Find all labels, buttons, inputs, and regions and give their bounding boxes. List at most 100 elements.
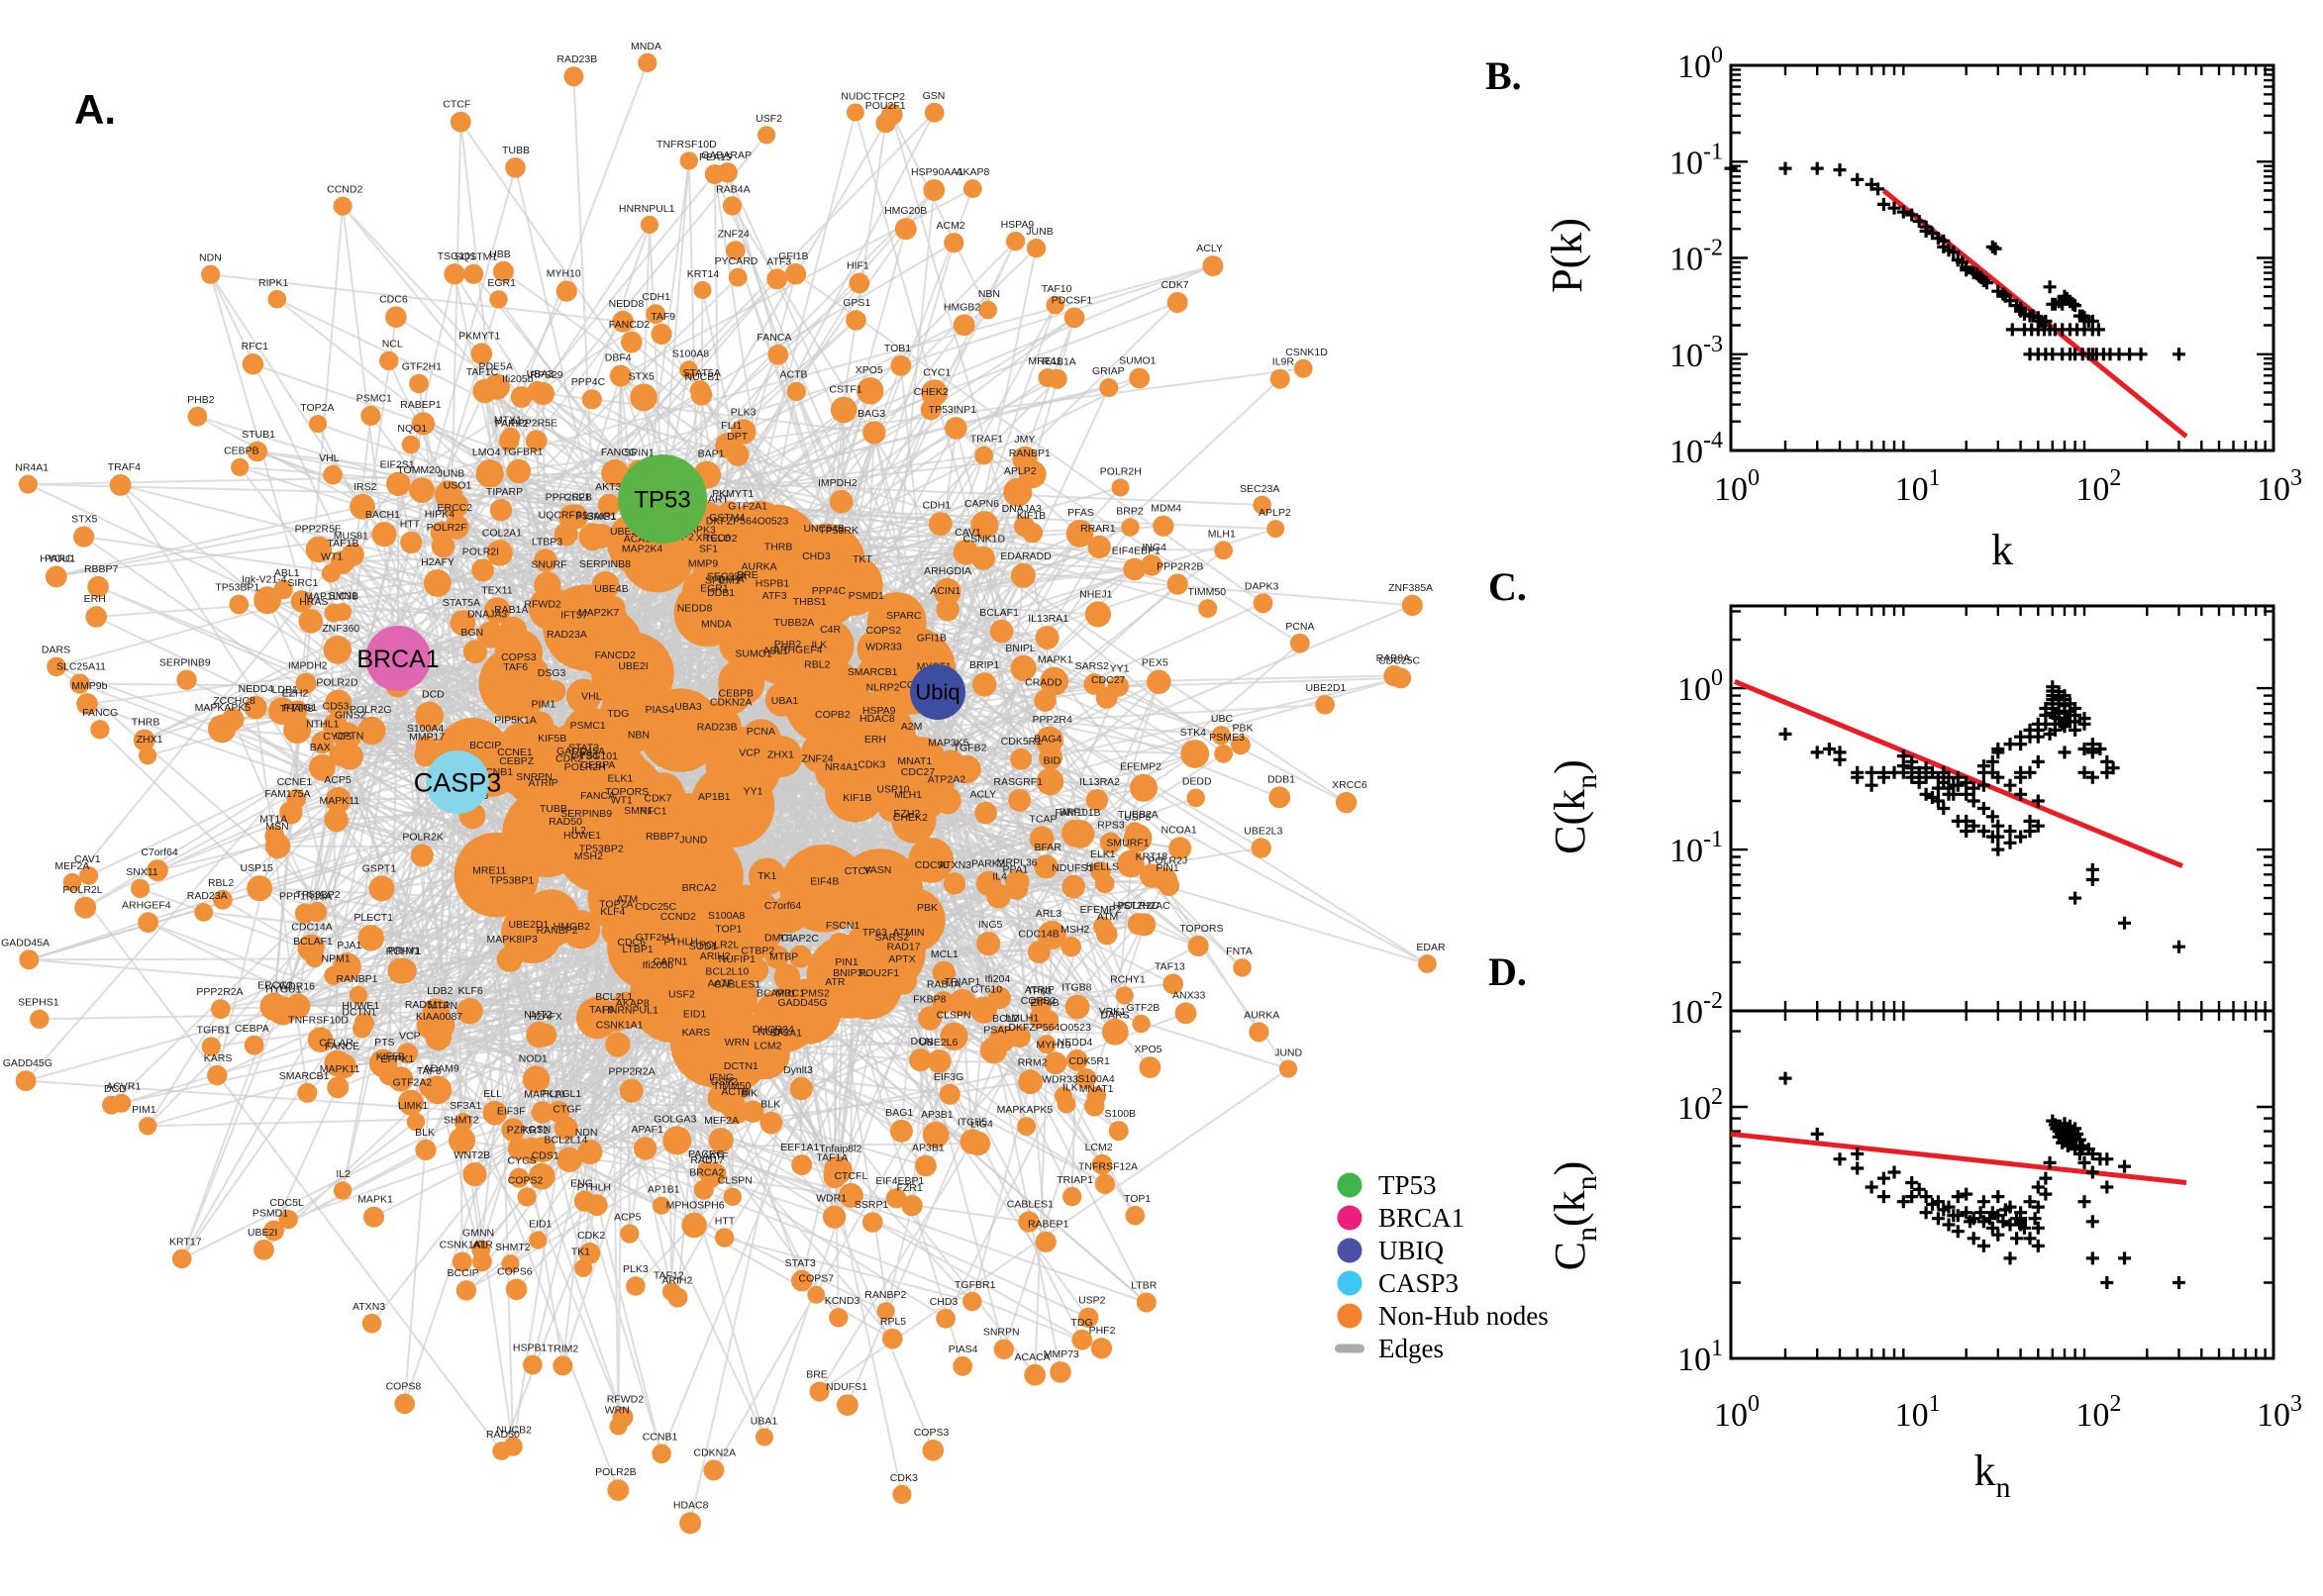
gene-label: UBE2L3	[1244, 825, 1282, 837]
gene-label: NMT2	[524, 1009, 553, 1021]
gene-label: TAF1C	[466, 366, 499, 378]
gene-label: MLH1	[894, 789, 922, 801]
gene-label: RAB1A	[1042, 356, 1075, 368]
gene-label: HYOU1	[40, 553, 75, 565]
gene-label: MSH2	[574, 850, 603, 862]
gene-label: GRIAP	[1092, 365, 1125, 377]
gene-label: MAPK1	[1038, 654, 1073, 666]
gene-label: CHD3	[930, 1296, 959, 1308]
gene-label: MMP9b	[71, 680, 107, 692]
y-tick-label: 10-1	[1669, 139, 1723, 181]
network-node	[1125, 822, 1145, 842]
gene-label: TP53BP1	[489, 875, 534, 887]
network-node	[1034, 854, 1059, 879]
gene-label: MNDA	[631, 41, 661, 52]
network-node	[394, 1393, 416, 1415]
network-node	[534, 1023, 557, 1047]
gene-label: DSG3	[538, 667, 566, 679]
network-node	[556, 280, 577, 302]
gene-label: EIF4B	[810, 875, 839, 887]
gene-label: PHB2	[774, 639, 802, 650]
network-node	[989, 619, 1014, 644]
network-node	[139, 1117, 157, 1136]
network-node	[815, 753, 854, 792]
network-node	[263, 1220, 284, 1242]
gene-label: COPS8	[386, 1381, 422, 1393]
network-node	[229, 594, 250, 615]
network-node	[993, 1339, 1014, 1360]
gene-label: IMPDH2	[818, 477, 858, 489]
network-node	[1040, 666, 1069, 696]
gene-label: EDAR	[1416, 942, 1446, 953]
gene-label: NUFIP1	[719, 953, 757, 965]
gene-label: EGR1	[487, 277, 516, 289]
gene-label: RPS29	[530, 369, 562, 381]
gene-label: YY1	[744, 785, 763, 797]
gene-label: AURKA	[1244, 1009, 1279, 1021]
gene-label: CTCF	[443, 99, 470, 111]
network-node	[894, 218, 917, 241]
gene-label: BRE	[737, 569, 758, 581]
gene-label: TUBB	[540, 803, 567, 815]
gene-label: NHEJ1	[1079, 588, 1112, 600]
network-node	[267, 697, 296, 725]
network-node	[443, 492, 469, 519]
network-node	[764, 945, 789, 969]
gene-label: ING5	[978, 919, 1003, 931]
gene-label: ELK1	[1090, 848, 1116, 860]
gene-label: CTBP2	[741, 946, 774, 957]
gene-label: UBE2D1	[508, 919, 549, 931]
gene-label: POLR2D	[316, 677, 357, 689]
network-node	[725, 241, 746, 260]
legend-label: TP53	[1378, 1170, 1437, 1200]
gene-label: MMP17	[409, 732, 445, 744]
gene-label: CLSPN	[718, 1175, 753, 1187]
gene-label: TOP1	[715, 923, 742, 935]
gene-label: CHD3	[802, 550, 831, 562]
network-node	[1130, 773, 1158, 802]
gene-label: TUBB	[502, 145, 530, 156]
gene-label: TIPARP	[486, 486, 523, 498]
gene-label: TP63	[1027, 986, 1052, 998]
gene-label: CRADD	[1025, 677, 1062, 689]
gene-label: TAF1A	[816, 1152, 848, 1164]
network-node	[1037, 921, 1066, 949]
gene-label: FKBP8	[913, 993, 946, 1005]
network-node	[875, 113, 896, 134]
gene-label: TOB1	[884, 343, 911, 354]
gene-label: SLC25A11	[56, 661, 106, 673]
network-node	[709, 587, 737, 615]
network-node	[1090, 1338, 1113, 1359]
network-node	[605, 1032, 631, 1057]
fit-line	[1730, 1131, 2187, 1185]
network-node	[30, 1009, 50, 1030]
network-node	[472, 1251, 492, 1272]
gene-label: APTX	[888, 953, 915, 965]
x-tick-label: 102	[2075, 1391, 2121, 1434]
gene-label: STX5	[629, 370, 655, 382]
gene-label: FLI1	[721, 420, 742, 432]
network-hubs: TP53 BRCA1 Ubiq CASP3	[356, 454, 965, 814]
network-node	[482, 1100, 508, 1126]
gene-label: Tnfaip8l2	[819, 1144, 861, 1155]
hub-label-tp53: TP53	[634, 486, 690, 513]
gene-label: CDC5L	[915, 859, 950, 871]
gene-label: COPS6	[497, 1266, 533, 1278]
network-node	[363, 1206, 384, 1228]
network-node	[609, 364, 632, 387]
gene-label: PPP2R5E	[295, 524, 342, 536]
gene-label: COPS3	[501, 651, 537, 663]
network-node	[633, 1137, 657, 1160]
gene-label: CEBPZ	[499, 755, 535, 767]
network-node	[544, 679, 566, 703]
network-node	[918, 1006, 943, 1031]
network-node	[878, 796, 904, 822]
gene-label: IL13RA2	[1079, 776, 1120, 788]
network-node	[253, 1240, 274, 1260]
gene-label: EIF3F	[497, 1105, 526, 1117]
gene-label: PIN1	[835, 956, 858, 968]
gene-label: TRAF1	[970, 434, 1003, 446]
gene-label: PPP2R2A	[608, 1066, 655, 1078]
network-node	[1099, 378, 1119, 398]
gene-label: PLAGL1	[543, 1088, 582, 1100]
